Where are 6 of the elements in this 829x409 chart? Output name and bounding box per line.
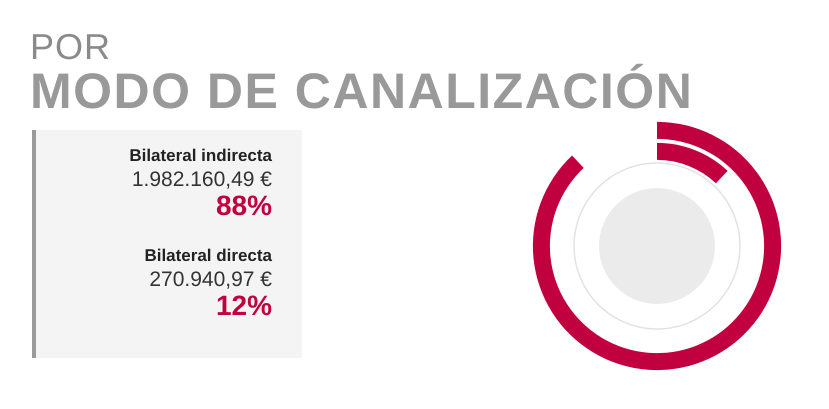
category-label: Bilateral directa [144, 246, 272, 266]
data-label: 88% [214, 190, 272, 222]
category-label: Bilateral indirecta [129, 146, 272, 166]
text: 1.982.160,49 € [132, 168, 272, 191]
data-label: 12% [214, 290, 272, 322]
text: 270.940,97 € [149, 268, 272, 291]
